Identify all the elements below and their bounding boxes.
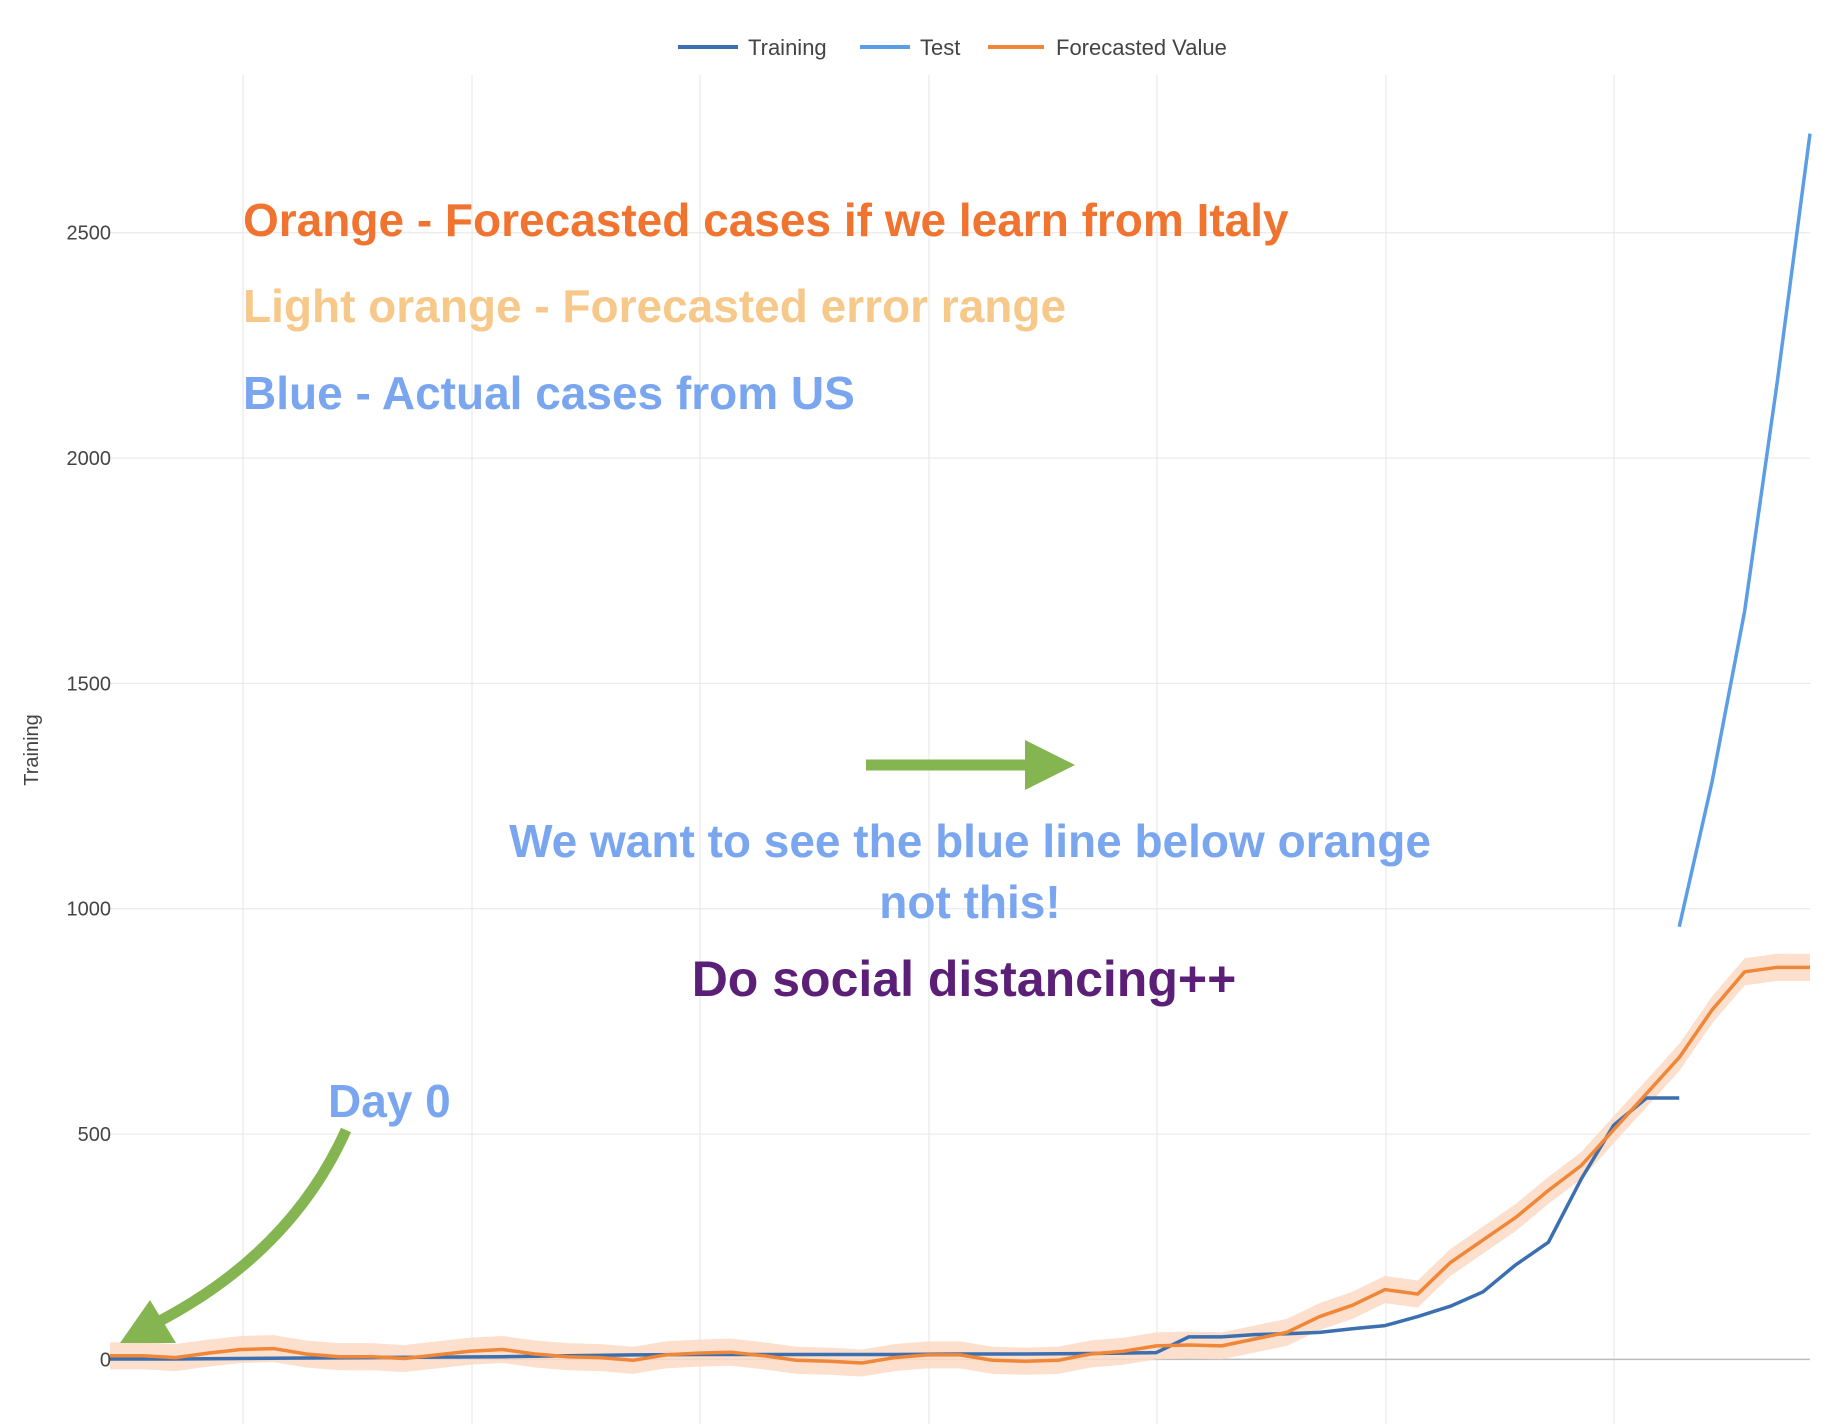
day-zero-arrow (120, 1127, 352, 1343)
series-lines (110, 133, 1812, 1365)
forecast-error-band (110, 953, 1810, 1377)
annotation-not-this: not this! (879, 876, 1060, 928)
right-arrow (866, 740, 1075, 790)
legend-label-forecast[interactable]: Forecasted Value (1056, 35, 1227, 60)
y-tick-label: 1000 (67, 899, 112, 921)
annotation-social-distancing: Do social distancing++ (692, 951, 1237, 1007)
series-line-training[interactable] (110, 1096, 1680, 1361)
y-tick-label: 2000 (67, 448, 112, 470)
legend: Training Test Forecasted Value (678, 35, 1227, 60)
y-tick-label: 0 (100, 1349, 111, 1371)
y-tick-label: 2500 (67, 223, 112, 245)
annotation-day-zero: Day 0 (328, 1075, 451, 1127)
annotation-want-line: We want to see the blue line below orang… (509, 815, 1431, 867)
y-tick-label: 500 (78, 1124, 111, 1146)
annotation-orange-legend: Orange - Forecasted cases if we learn fr… (243, 194, 1289, 246)
y-tick-labels: 0 500 1000 1500 2000 2500 (67, 223, 112, 1372)
legend-label-training[interactable]: Training (748, 35, 827, 60)
series-line-forecasted-value[interactable] (110, 965, 1810, 1365)
legend-label-test[interactable]: Test (920, 35, 960, 60)
grid (110, 75, 1810, 1424)
error-bands (110, 953, 1810, 1377)
series-line-test[interactable] (1677, 133, 1812, 928)
annotation-light-orange-legend: Light orange - Forecasted error range (243, 280, 1066, 332)
annotation-blue-legend: Blue - Actual cases from US (243, 367, 855, 419)
y-axis-title: Training (21, 714, 43, 786)
y-tick-label: 1500 (67, 673, 112, 695)
